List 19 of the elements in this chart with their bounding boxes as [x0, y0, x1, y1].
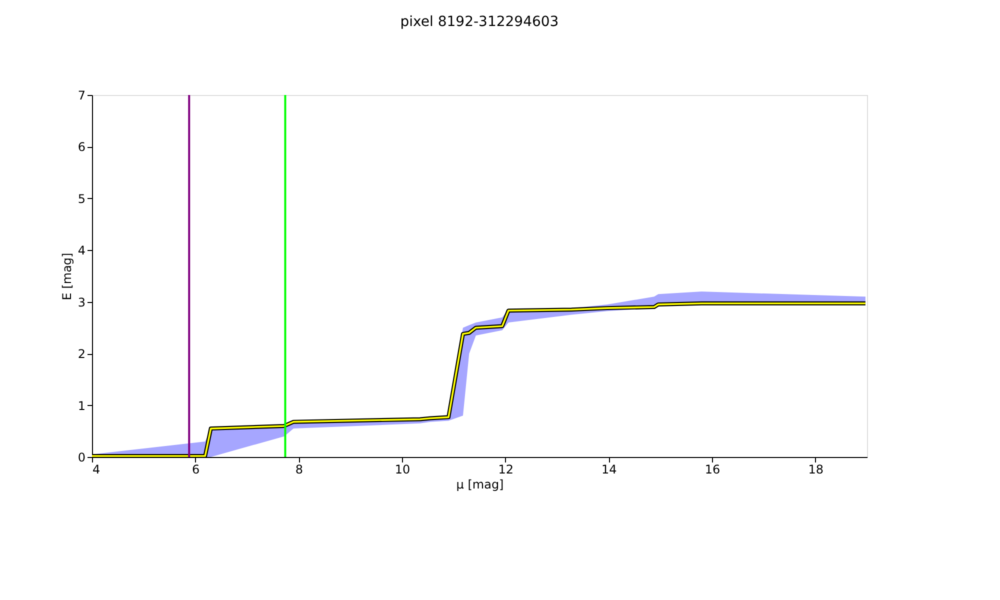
y-tick-label: 2 [78, 347, 86, 362]
x-tick-label: 4 [92, 462, 100, 476]
x-tick-label: 18 [808, 462, 824, 476]
y-axis-title: E [mag] [60, 252, 74, 300]
y-tick-label: 4 [78, 244, 86, 258]
y-tick-label: 6 [78, 140, 86, 154]
y-tick-label: 5 [78, 192, 86, 206]
x-tick-label: 8 [295, 462, 303, 476]
x-tick-label: 10 [394, 462, 410, 476]
y-tick-label: 7 [78, 88, 86, 102]
x-tick-label: 6 [192, 462, 200, 476]
chart-title: pixel 8192-312294603 [400, 14, 559, 30]
x-tick-label: 14 [602, 462, 617, 476]
x-axis-title: μ [mag] [456, 478, 504, 492]
y-tick-label: 3 [78, 295, 86, 310]
x-tick-label: 16 [704, 462, 720, 476]
y-tick-label: 1 [78, 398, 86, 413]
x-tick-label: 12 [498, 462, 514, 476]
y-tick-label: 0 [78, 450, 86, 464]
